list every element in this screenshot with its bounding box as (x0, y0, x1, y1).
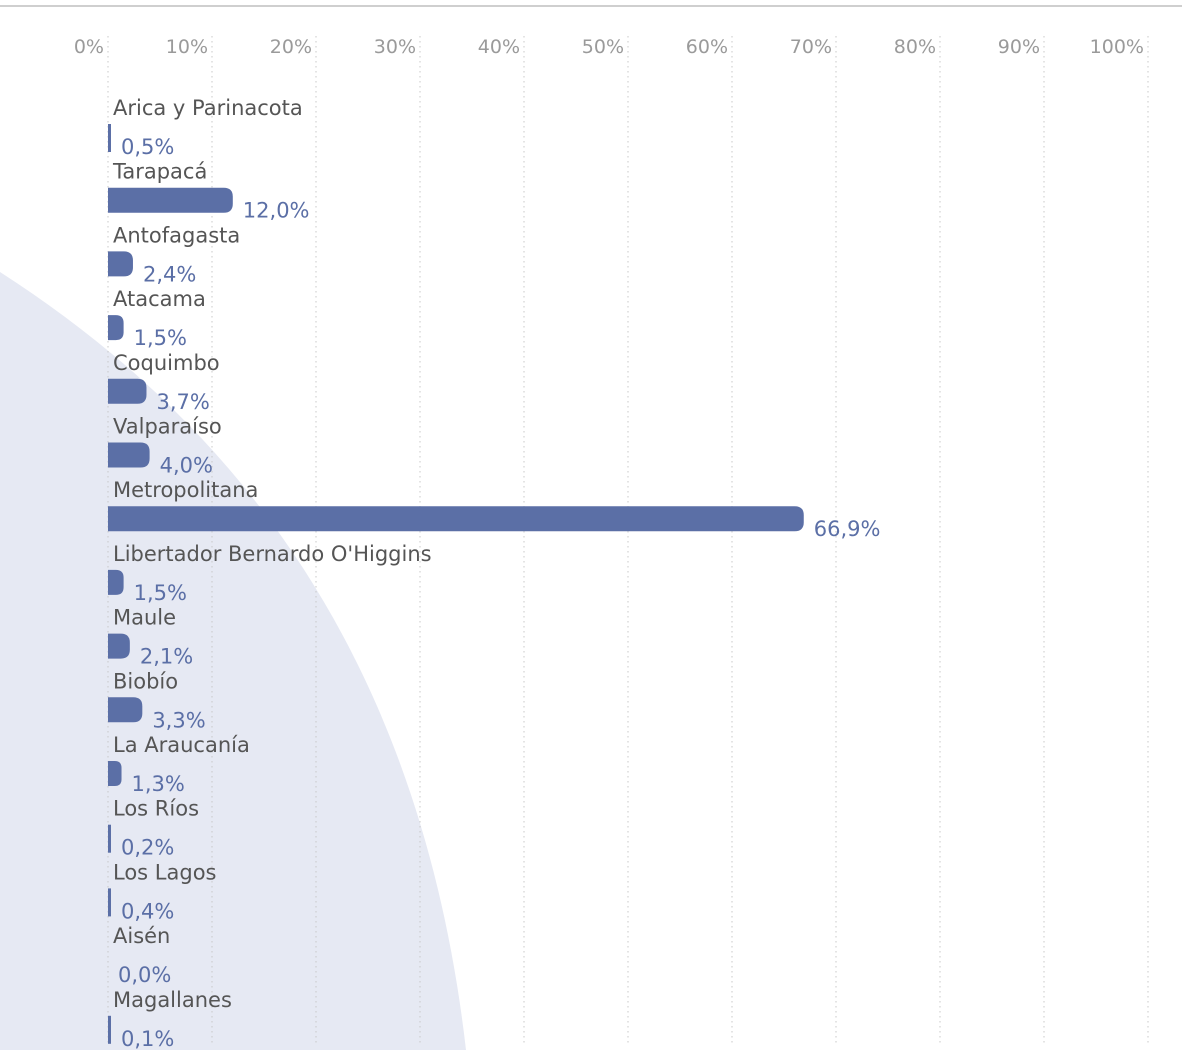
bar-group: Maule 2,1% (108, 606, 193, 669)
bar-group: La Araucanía 1,3% (108, 733, 250, 796)
category-label: Valparaíso (113, 415, 222, 439)
category-label: Maule (113, 606, 176, 630)
gridlines (107, 36, 1149, 1046)
x-tick-label: 0% (74, 36, 104, 58)
category-label: La Araucanía (113, 733, 250, 757)
category-label: Atacama (113, 287, 206, 311)
bar (108, 124, 111, 152)
background-arc-shape (0, 272, 466, 1050)
x-tick-label: 40% (478, 36, 520, 58)
category-label: Coquimbo (113, 351, 220, 375)
category-label: Tarapacá (112, 160, 207, 184)
value-label: 1,5% (134, 581, 187, 605)
bar-group: Los Lagos 0,4% (108, 860, 216, 923)
value-label: 3,7% (156, 390, 209, 414)
x-axis-tick-labels: 0% 10% 20% 30% 40% 50% 60% 70% 80% 90% 100% (74, 36, 1144, 58)
category-label: Magallanes (113, 988, 232, 1012)
bar (108, 187, 233, 213)
value-label: 0,5% (121, 135, 174, 159)
bar (108, 251, 133, 277)
bar-group: Valparaíso 4,0% (108, 415, 222, 478)
value-label: 4,0% (160, 454, 213, 478)
bar-group: Aisén 0,0% (113, 924, 171, 987)
value-label: 2,4% (143, 262, 196, 286)
bar (108, 315, 124, 341)
x-tick-label: 10% (166, 36, 208, 58)
bar (108, 569, 124, 595)
bar (108, 824, 111, 853)
bar-group: Libertador Bernardo O'Higgins 1,5% (108, 542, 432, 605)
bar (108, 633, 130, 659)
value-label: 2,1% (140, 645, 193, 669)
value-label: 0,4% (121, 899, 174, 923)
value-label: 3,3% (152, 708, 205, 732)
category-label: Los Ríos (113, 797, 199, 821)
bar-group: Antofagasta 2,4% (108, 223, 240, 286)
bar (108, 888, 111, 917)
bar (108, 506, 804, 532)
category-label: Biobío (113, 669, 178, 693)
category-label: Aisén (113, 924, 170, 948)
bar-group: Arica y Parinacota 0,5% (108, 96, 303, 159)
x-tick-label: 50% (582, 36, 624, 58)
x-tick-label: 60% (686, 36, 728, 58)
bar (108, 761, 122, 786)
x-tick-label: 100% (1090, 36, 1144, 58)
category-label: Antofagasta (113, 223, 240, 247)
category-label: Los Lagos (113, 860, 216, 884)
x-tick-label: 30% (374, 36, 416, 58)
x-tick-label: 80% (894, 36, 936, 58)
bar-group: Metropolitana 66,9% (108, 478, 880, 541)
value-label: 0,2% (121, 836, 174, 860)
bar (108, 697, 143, 723)
category-label: Arica y Parinacota (113, 96, 303, 120)
bar (108, 1015, 111, 1044)
value-label: 0,0% (118, 963, 171, 987)
category-label: Metropolitana (113, 478, 258, 502)
bars: Arica y Parinacota 0,5%Tarapacá 12,0%Antof… (108, 96, 880, 1050)
value-label: 0,1% (121, 1027, 174, 1050)
category-label: Libertador Bernardo O'Higgins (113, 542, 432, 566)
bar-group: Biobío 3,3% (108, 669, 206, 732)
bar-group: Coquimbo 3,7% (108, 351, 220, 414)
bar-group: Magallanes 0,1% (108, 988, 232, 1050)
bar-group: Tarapacá 12,0% (108, 160, 310, 223)
value-label: 1,5% (134, 326, 187, 350)
x-tick-label: 20% (270, 36, 312, 58)
x-tick-label: 90% (998, 36, 1040, 58)
bar-group: Atacama 1,5% (108, 287, 206, 350)
x-tick-label: 70% (790, 36, 832, 58)
bar-group: Los Ríos 0,2% (108, 797, 199, 860)
value-label: 66,9% (814, 517, 881, 541)
bar (108, 442, 150, 468)
value-label: 1,3% (132, 772, 185, 796)
value-label: 12,0% (243, 199, 310, 223)
bar (108, 378, 147, 404)
